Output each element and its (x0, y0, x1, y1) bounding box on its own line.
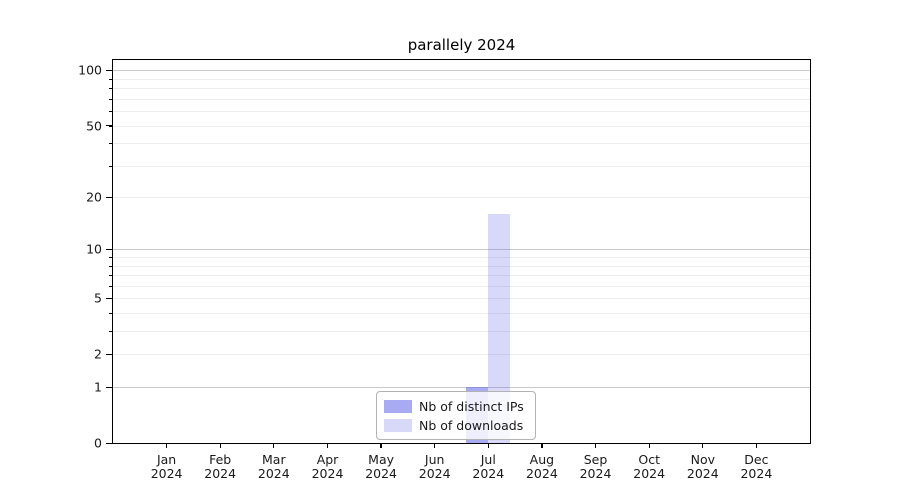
gridline-minor (113, 125, 810, 127)
x-tick-mark (648, 443, 650, 448)
gridline-minor (113, 197, 810, 199)
gridline-minor (113, 111, 810, 112)
x-tick-label: Mar 2024 (257, 452, 290, 481)
x-tick-mark (380, 443, 382, 448)
y-minor-tick-mark (109, 78, 112, 80)
y-tick-label: 50 (86, 118, 102, 133)
x-tick-label: Jul 2024 (472, 452, 505, 481)
y-tick-label: 20 (86, 189, 102, 205)
x-tick-mark (702, 443, 704, 448)
y-tick-label: 5 (94, 290, 102, 306)
legend-item: Nb of distinct IPs (384, 397, 524, 416)
gridline-major (113, 249, 810, 251)
x-tick-mark (273, 443, 275, 448)
legend-label: Nb of distinct IPs (419, 399, 524, 414)
y-minor-tick-mark (109, 98, 112, 100)
gridline-minor (113, 78, 810, 80)
legend: Nb of distinct IPs Nb of downloads (376, 391, 536, 440)
y-tick-label: 0 (94, 435, 102, 451)
chart-title: parallely 2024 (407, 36, 516, 54)
gridline-minor (113, 165, 810, 167)
gridline-minor (113, 98, 810, 100)
gridline-minor (113, 285, 810, 287)
y-tick-label: 10 (86, 241, 102, 257)
y-minor-tick-mark (109, 298, 112, 300)
gridline-minor (113, 143, 810, 145)
gridline-minor (113, 313, 810, 314)
gridline-major (113, 70, 810, 72)
x-tick-label: Feb 2024 (204, 452, 237, 481)
x-tick-mark (541, 443, 543, 448)
x-tick-mark (487, 443, 489, 448)
x-tick-mark (755, 443, 758, 448)
gridline-major (113, 387, 810, 388)
x-tick-label: Oct 2024 (633, 452, 666, 481)
x-tick-mark (434, 443, 436, 448)
x-tick-mark (326, 443, 329, 448)
y-minor-tick-mark (109, 197, 112, 199)
y-minor-tick-mark (109, 285, 112, 287)
gridline-minor (113, 298, 810, 300)
gridline-minor (113, 257, 810, 258)
gridline-minor (113, 354, 810, 356)
y-tick-label: 1 (94, 379, 102, 395)
x-tick-label: Aug 2024 (525, 452, 558, 481)
y-minor-tick-mark (109, 88, 112, 90)
legend-swatch (384, 400, 412, 413)
y-minor-tick-mark (109, 111, 112, 112)
y-tick-mark (106, 442, 112, 444)
x-tick-label: Apr 2024 (311, 452, 344, 481)
x-tick-label: Jun 2024 (418, 452, 451, 481)
plot-area (112, 59, 811, 444)
x-tick-mark (219, 443, 221, 448)
legend-swatch (384, 419, 412, 432)
x-tick-label: May 2024 (365, 452, 397, 481)
y-minor-tick-mark (109, 313, 112, 314)
y-minor-tick-mark (109, 354, 112, 356)
x-tick-label: Nov 2024 (686, 452, 719, 481)
gridline-minor (113, 275, 810, 277)
y-tick-label: 100 (78, 62, 102, 78)
x-tick-label: Dec 2024 (740, 452, 773, 481)
y-minor-tick-mark (109, 265, 112, 267)
y-minor-tick-mark (109, 143, 112, 145)
gridline-minor (113, 88, 810, 90)
y-minor-tick-mark (109, 257, 112, 258)
legend-label: Nb of downloads (419, 418, 524, 433)
x-tick-label: Sep 2024 (579, 452, 612, 481)
gridline-minor (113, 265, 810, 267)
legend-item: Nb of downloads (384, 416, 524, 435)
y-tick-mark (106, 248, 112, 251)
y-minor-tick-mark (109, 275, 112, 277)
x-tick-label: Jan 2024 (150, 452, 183, 481)
x-tick-mark (165, 443, 168, 448)
x-tick-mark (594, 443, 597, 448)
y-minor-tick-mark (109, 331, 112, 332)
y-minor-tick-mark (109, 165, 112, 167)
y-minor-tick-mark (109, 125, 112, 127)
bar-nb-of-downloads (488, 214, 511, 443)
y-tick-label: 2 (94, 346, 102, 362)
legend-items: Nb of distinct IPs Nb of downloads (384, 397, 524, 435)
y-tick-mark (106, 386, 112, 388)
gridline-minor (113, 331, 810, 332)
y-tick-mark (106, 69, 112, 72)
